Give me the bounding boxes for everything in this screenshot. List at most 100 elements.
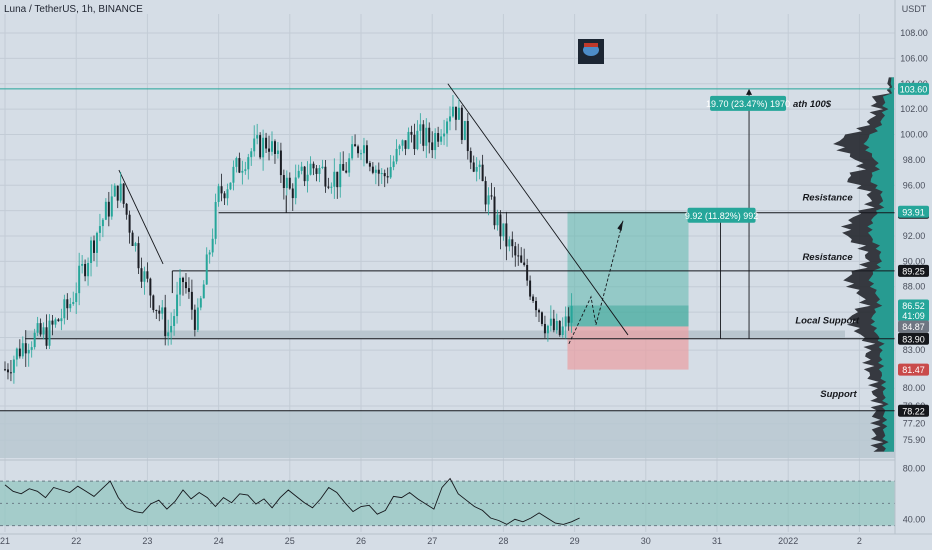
time-tick-label: 23 bbox=[142, 536, 152, 546]
candle-body bbox=[155, 309, 158, 311]
candle-body bbox=[520, 255, 523, 263]
candle-body bbox=[21, 343, 24, 357]
annotation-label: Resistance bbox=[802, 192, 853, 203]
candle-body bbox=[564, 316, 567, 327]
candle-body bbox=[312, 163, 315, 169]
candle-body bbox=[285, 177, 288, 189]
annotation-label: Local Support bbox=[795, 316, 860, 327]
time-tick-label: 29 bbox=[570, 536, 580, 546]
candle-body bbox=[276, 150, 279, 154]
candle-body bbox=[517, 255, 520, 257]
candle-body bbox=[66, 299, 69, 309]
candle-body bbox=[413, 134, 416, 150]
candle-body bbox=[360, 153, 362, 155]
candle-body bbox=[143, 271, 146, 282]
price-tick-label: 98.00 bbox=[903, 155, 926, 165]
candle-body bbox=[552, 318, 555, 331]
price-tick-label: 75.90 bbox=[903, 435, 926, 445]
candle-body bbox=[496, 214, 499, 226]
candle-body bbox=[140, 268, 143, 282]
candle-body bbox=[214, 201, 217, 239]
candle-body bbox=[451, 106, 454, 117]
price-tag-stop-bg bbox=[898, 363, 929, 376]
candle-body bbox=[490, 195, 493, 197]
candle-body bbox=[398, 145, 401, 149]
candle-body bbox=[235, 158, 238, 167]
candle-body bbox=[419, 124, 422, 131]
candle-body bbox=[202, 284, 205, 299]
price-tick-label: 100.00 bbox=[900, 130, 928, 140]
price-tick-label: 96.00 bbox=[903, 180, 926, 190]
candle-body bbox=[42, 327, 45, 335]
target-arrows[interactable]: 19.70 (23.47%) 1970 9.92 (11.82%) 992 ath … bbox=[685, 88, 832, 339]
candle-body bbox=[567, 316, 570, 323]
price-tick-label: 102.00 bbox=[900, 104, 928, 114]
position-tool[interactable] bbox=[567, 211, 689, 370]
rsi-tick-label: 80.00 bbox=[903, 463, 926, 473]
candle-body bbox=[131, 232, 134, 246]
projected-path bbox=[568, 220, 624, 345]
candle-body bbox=[223, 193, 226, 199]
candle-body bbox=[345, 170, 348, 173]
level-price-tag: 78.22 bbox=[902, 406, 925, 416]
candle-body bbox=[431, 142, 434, 151]
candle-body bbox=[401, 140, 404, 146]
support-zone bbox=[0, 330, 895, 458]
candle-body bbox=[217, 186, 220, 202]
candle-body bbox=[354, 144, 357, 147]
candle-body bbox=[282, 175, 285, 189]
candle-body bbox=[30, 347, 33, 350]
candle-body bbox=[428, 127, 431, 143]
candle-body bbox=[291, 188, 294, 199]
candle-body bbox=[309, 163, 312, 175]
candle-body bbox=[27, 349, 30, 354]
candle-body bbox=[158, 310, 161, 314]
time-tick-label: 24 bbox=[214, 536, 224, 546]
time-tick-label: 22 bbox=[71, 536, 81, 546]
candle-body bbox=[386, 176, 389, 178]
candle-body bbox=[449, 116, 451, 122]
candle-body bbox=[9, 372, 12, 374]
candle-body bbox=[303, 166, 306, 182]
candle-body bbox=[262, 137, 265, 158]
candle-body bbox=[149, 278, 152, 296]
candle-body bbox=[336, 171, 339, 188]
candle-body bbox=[98, 226, 101, 233]
candle-body bbox=[63, 299, 66, 319]
candle-body bbox=[478, 164, 481, 167]
candle-body bbox=[60, 318, 63, 322]
candle-body bbox=[125, 203, 128, 215]
time-tick-label: 30 bbox=[641, 536, 651, 546]
candle-body bbox=[226, 189, 229, 199]
target-label: 9.92 (11.82%) 992 bbox=[685, 211, 758, 221]
candle-body bbox=[330, 186, 333, 188]
candle-body bbox=[392, 161, 395, 168]
candle-body bbox=[407, 131, 410, 149]
support-zone-fill bbox=[0, 410, 895, 458]
candle-body bbox=[146, 271, 149, 279]
trendlines[interactable] bbox=[118, 83, 629, 345]
horizontal-levels[interactable] bbox=[0, 88, 895, 412]
candle-body bbox=[540, 312, 543, 324]
candle-body bbox=[514, 246, 517, 256]
level-price-tag-bg bbox=[898, 264, 929, 277]
level-price-tag-bg bbox=[898, 82, 929, 95]
candle-body bbox=[39, 323, 42, 335]
candle-body bbox=[395, 148, 398, 162]
rsi-pane[interactable] bbox=[0, 459, 895, 527]
candle-body bbox=[247, 157, 250, 170]
candle-body bbox=[481, 164, 484, 182]
candle-body bbox=[348, 158, 351, 173]
candle-body bbox=[250, 151, 253, 158]
candle-body bbox=[469, 151, 472, 163]
symbol-title: Luna / TetherUS, 1h, BINANCE bbox=[4, 4, 143, 15]
candle-body bbox=[170, 325, 173, 333]
candle-body bbox=[69, 303, 72, 309]
time-tick-label: 28 bbox=[498, 536, 508, 546]
candle-body bbox=[164, 307, 167, 337]
candle-body bbox=[404, 140, 407, 149]
level-price-tag: 89.25 bbox=[902, 266, 925, 276]
candle-body bbox=[333, 171, 336, 187]
